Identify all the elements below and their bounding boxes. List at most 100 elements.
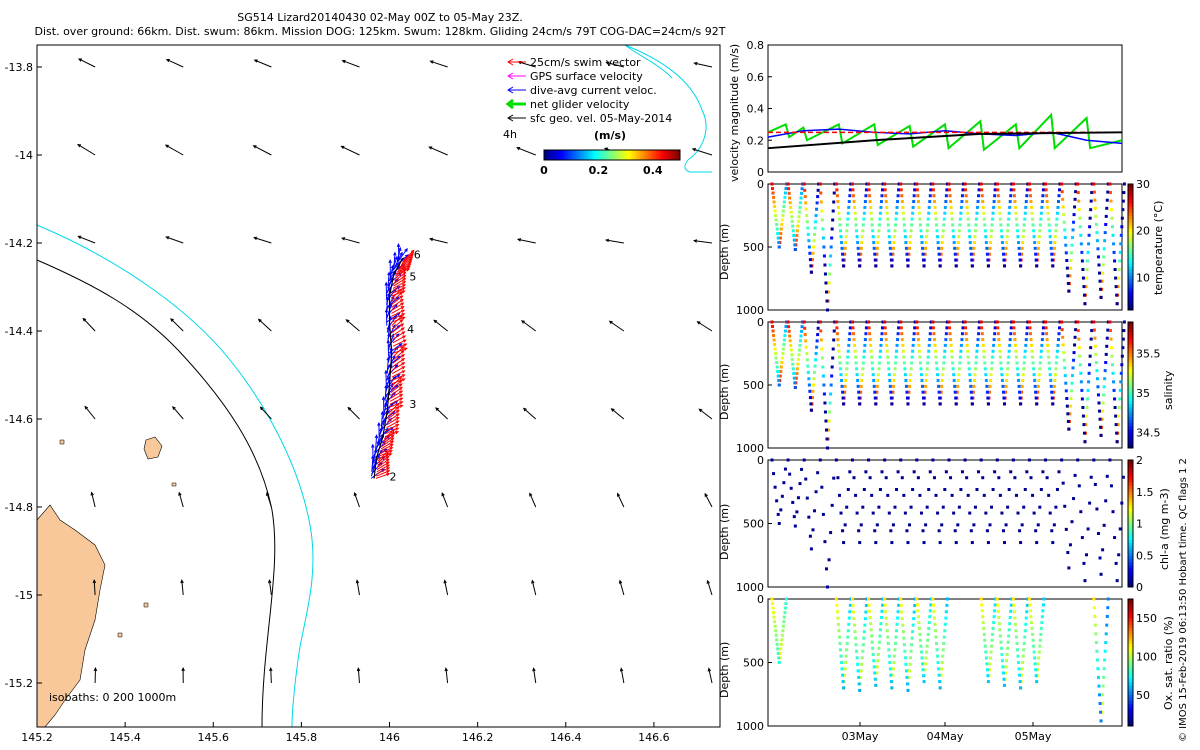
salinity-point — [886, 355, 890, 359]
oxygen-point — [840, 667, 844, 671]
salinity-point — [899, 326, 903, 330]
oxygen-point — [777, 661, 781, 664]
map-cbar-cell — [548, 150, 551, 160]
swim-vector — [391, 287, 406, 294]
oxygen-point — [943, 629, 947, 633]
temperature-cbar-cell — [1128, 196, 1133, 201]
oxygen-point — [986, 674, 990, 678]
salinity-point — [1025, 332, 1029, 336]
temperature-point — [800, 191, 804, 195]
map-cbar-cell — [582, 150, 585, 160]
oxygen-point — [843, 673, 847, 677]
salinity-point — [958, 361, 962, 365]
temperature-point — [980, 194, 984, 198]
sfc-vector-head — [706, 579, 710, 584]
salinity-point — [974, 355, 978, 359]
oxygen-point — [776, 651, 780, 655]
salinity-point — [992, 343, 996, 347]
salinity-point — [828, 410, 832, 414]
oxygen-cbar-cell — [1128, 678, 1133, 683]
salinity-point — [1041, 332, 1045, 336]
temperature-point — [770, 182, 774, 186]
oxygen-point — [991, 626, 995, 630]
temperature-point — [833, 182, 837, 186]
sfc-vector — [529, 493, 537, 508]
chla-point — [821, 512, 825, 516]
oxygen-point — [877, 640, 881, 644]
temperature-cbar-tick: 10 — [1136, 271, 1150, 284]
sfc-vector-head — [180, 579, 184, 584]
temperature-cbar-cell — [1128, 209, 1133, 213]
oxygen-point — [980, 603, 984, 607]
temperature-point — [814, 214, 818, 217]
chla-point — [857, 529, 861, 533]
chla-point — [1036, 523, 1040, 527]
temperature-point — [777, 241, 781, 244]
map-cbar-cell — [664, 150, 667, 160]
chla-point — [842, 541, 846, 545]
sfc-vector-head — [84, 405, 89, 410]
day-label: 4 — [407, 323, 414, 336]
salinity-point — [977, 332, 981, 336]
swim-vector — [386, 420, 399, 429]
salinity-point — [950, 349, 954, 353]
oxygen-point — [1031, 632, 1035, 636]
temperature-point — [957, 235, 961, 239]
temperature-point — [1098, 279, 1102, 283]
salinity-point — [940, 384, 944, 388]
chla-cbar-cell — [1128, 558, 1133, 563]
salinity-point — [970, 402, 974, 406]
swim-vector — [391, 306, 405, 314]
oxygen-point — [844, 661, 848, 664]
temperature-cbar-cell — [1128, 190, 1133, 194]
salinity-point — [825, 437, 829, 441]
oxygen-point — [1037, 650, 1041, 654]
salinity-point — [1053, 373, 1057, 377]
temperature-point — [1089, 208, 1093, 212]
chla-cbar-tick: 0 — [1136, 581, 1143, 594]
chla-point — [975, 487, 979, 491]
temperature-point — [1065, 266, 1069, 270]
salinity-point — [844, 379, 848, 382]
chla-cbar-cell — [1128, 517, 1133, 521]
chla-point — [883, 458, 887, 462]
salinity-point — [1114, 423, 1118, 427]
salinity-point — [809, 408, 813, 412]
swim-vector-head — [398, 315, 403, 319]
sfc-vector — [694, 62, 713, 68]
swim-vector — [377, 458, 390, 468]
chla-point — [875, 523, 879, 527]
salinity-point — [1117, 406, 1121, 409]
temperature-point — [1033, 246, 1037, 250]
salinity-point — [996, 332, 1000, 336]
salinity-point — [816, 326, 820, 330]
salinity-point — [910, 361, 914, 365]
temperature-point — [987, 252, 991, 256]
oxygen-point — [836, 622, 840, 626]
temperature-cbar-cell — [1128, 224, 1133, 229]
salinity-point — [837, 355, 841, 359]
salinity-point — [1007, 355, 1011, 359]
chla-point — [1089, 475, 1093, 479]
chla-point — [1117, 553, 1121, 557]
sfc-vector-head — [90, 491, 94, 496]
salinity-point — [863, 343, 867, 347]
oxygen-point — [876, 653, 880, 657]
chla-point — [1038, 505, 1042, 509]
sfc-vector-head — [268, 579, 272, 584]
map-cbar-cell — [652, 150, 655, 160]
temperature-point — [1074, 190, 1078, 194]
salinity-point — [779, 365, 783, 369]
chla-point — [954, 541, 958, 545]
oxygen-point — [944, 616, 948, 620]
salinity-point — [1077, 337, 1081, 341]
temperature-point — [843, 252, 847, 256]
temperature-point — [1041, 188, 1045, 192]
salinity-point — [826, 446, 830, 450]
salinity-point — [929, 326, 933, 330]
chla-cbar-cell — [1128, 504, 1133, 509]
oxygen-point — [783, 611, 787, 615]
legend-head — [505, 98, 514, 110]
day-label: 3 — [409, 398, 416, 411]
salinity-point — [793, 381, 797, 385]
